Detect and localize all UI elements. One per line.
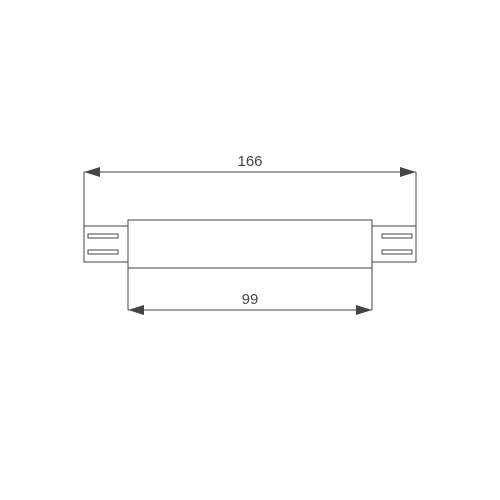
technical-drawing: 166 99: [0, 0, 500, 500]
dim-overall-arrow-right: [400, 167, 416, 177]
dim-body-arrow-right: [356, 305, 372, 315]
connector-right: [372, 226, 416, 262]
connector-left: [84, 226, 128, 262]
dim-overall-value: 166: [237, 153, 262, 170]
dim-overall-arrow-left: [84, 167, 100, 177]
part-body: [128, 220, 372, 268]
dim-body-arrow-left: [128, 305, 144, 315]
dim-body-value: 99: [242, 291, 259, 308]
